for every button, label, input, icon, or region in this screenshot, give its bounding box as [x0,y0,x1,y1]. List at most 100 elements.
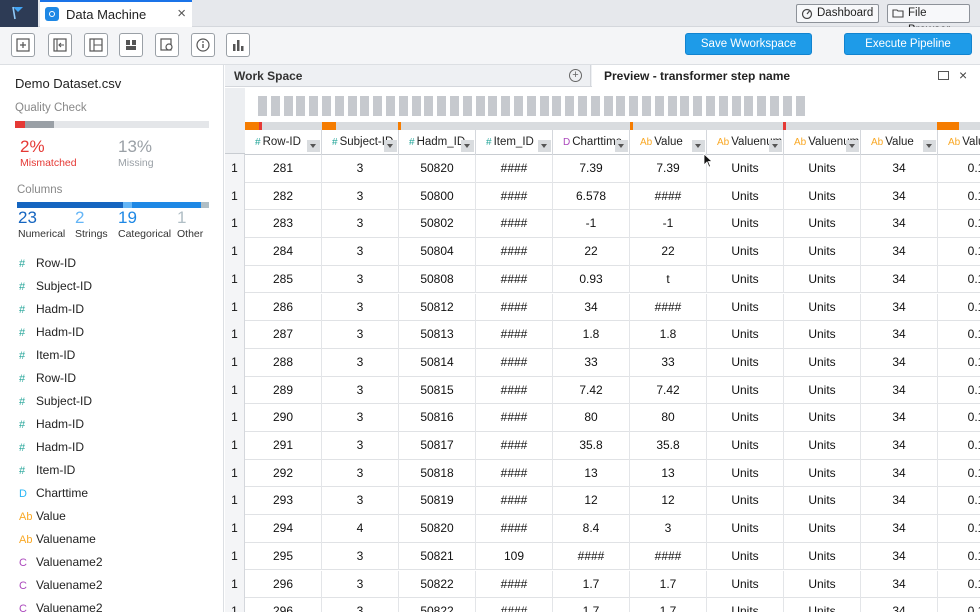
column-header[interactable]: # Hadm_ID [399,130,476,155]
table-cell[interactable]: 34 [861,348,938,377]
column-item[interactable]: # Row-ID [19,253,76,273]
table-cell[interactable]: 3 [322,321,399,349]
table-cell[interactable]: #### [553,542,630,571]
table-cell[interactable]: 3 [322,570,399,599]
table-cell[interactable]: 0.1 [938,266,980,294]
table-cell[interactable]: Units [707,404,784,432]
table-cell[interactable]: 292 [245,459,322,488]
table-cell[interactable]: 7.39 [630,155,707,183]
table-cell[interactable]: 50816 [399,404,476,432]
table-cell[interactable]: Units [784,348,861,377]
table-cell[interactable]: Units [707,542,784,571]
table-cell[interactable]: 3 [322,265,399,294]
column-item[interactable]: # Subject-ID [19,276,92,296]
table-cell[interactable]: 1.8 [630,321,707,349]
table-cell[interactable]: Units [707,238,784,266]
table-cell[interactable]: 35.8 [553,432,630,460]
tab-workspace[interactable]: Work Space + [225,65,591,87]
table-cell[interactable]: 3 [322,182,399,211]
table-cell[interactable]: 0.1 [938,598,980,612]
add-box-button[interactable] [11,33,35,57]
table-cell[interactable]: Units [707,487,784,516]
table-cell[interactable]: 0.1 [938,543,980,571]
column-menu-dropdown-icon[interactable] [769,140,782,152]
table-cell[interactable]: 3 [322,376,399,405]
table-cell[interactable]: Units [707,376,784,405]
column-item[interactable]: # Hadm-ID [19,299,84,319]
table-cell[interactable]: 34 [861,182,938,211]
table-cell[interactable]: 288 [245,348,322,377]
table-cell[interactable]: 0.1 [938,404,980,432]
column-item[interactable]: C Valuename2 [19,598,103,612]
table-cell[interactable]: Units [784,570,861,599]
column-menu-dropdown-icon[interactable] [384,140,397,152]
table-cell[interactable]: Units [784,238,861,266]
dataset-view-button[interactable] [155,33,179,57]
table-cell[interactable]: 0.1 [938,294,980,322]
table-cell[interactable]: 3 [322,348,399,377]
column-item[interactable]: C Valuename2 [19,552,103,572]
column-item[interactable]: # Item-ID [19,460,75,480]
column-header[interactable]: Ab Value [630,130,707,155]
table-cell[interactable]: Units [784,182,861,211]
dashboard-button[interactable]: Dashboard [796,4,879,23]
table-cell[interactable]: Units [784,515,861,543]
table-cell[interactable]: 50804 [399,238,476,266]
table-cell[interactable]: #### [630,542,707,571]
blocks-button[interactable] [119,33,143,57]
column-item[interactable]: # Item-ID [19,345,75,365]
table-cell[interactable]: 3 [630,515,707,543]
table-cell[interactable]: #### [476,155,553,183]
table-cell[interactable]: 50817 [399,432,476,460]
table-cell[interactable]: 50808 [399,265,476,294]
table-cell[interactable]: 4 [322,515,399,543]
table-cell[interactable]: 3 [322,210,399,239]
minimize-panel-icon[interactable] [938,71,949,80]
column-menu-dropdown-icon[interactable] [692,140,705,152]
table-cell[interactable]: Units [707,515,784,543]
table-cell[interactable]: 50822 [399,598,476,612]
column-menu-dropdown-icon[interactable] [307,140,320,152]
table-cell[interactable]: Units [784,376,861,405]
table-cell[interactable]: Units [707,155,784,183]
column-item[interactable]: # Row-ID [19,368,76,388]
table-cell[interactable]: 8.4 [553,515,630,543]
table-cell[interactable]: 13 [553,459,630,488]
table-cell[interactable]: 6.578 [553,182,630,211]
table-cell[interactable]: 0.1 [938,515,980,543]
table-cell[interactable]: 295 [245,542,322,571]
table-cell[interactable]: 1.7 [553,570,630,599]
table-cell[interactable]: 281 [245,155,322,183]
table-cell[interactable]: 50813 [399,321,476,349]
table-cell[interactable]: -1 [553,210,630,239]
table-cell[interactable]: 3 [322,404,399,432]
table-cell[interactable]: 3 [322,432,399,460]
table-cell[interactable]: Units [784,598,861,612]
column-item[interactable]: Ab Value [19,506,66,526]
execute-pipeline-button[interactable]: Execute Pipeline [844,33,972,55]
table-cell[interactable]: 34 [861,515,938,543]
column-menu-dropdown-icon[interactable] [846,140,859,152]
table-cell[interactable]: 0.1 [938,432,980,460]
column-item[interactable]: # Subject-ID [19,391,92,411]
document-tab[interactable]: Data Machine × [40,0,192,27]
table-cell[interactable]: 0.1 [938,349,980,377]
table-cell[interactable]: 50818 [399,459,476,488]
table-cell[interactable]: 0.1 [938,183,980,211]
table-cell[interactable]: #### [476,182,553,211]
tab-close-icon[interactable]: × [177,5,186,22]
table-cell[interactable]: 294 [245,515,322,543]
table-cell[interactable]: 50802 [399,210,476,239]
table-cell[interactable]: Units [784,155,861,183]
table-cell[interactable]: 0.1 [938,571,980,599]
table-cell[interactable]: 50814 [399,348,476,377]
